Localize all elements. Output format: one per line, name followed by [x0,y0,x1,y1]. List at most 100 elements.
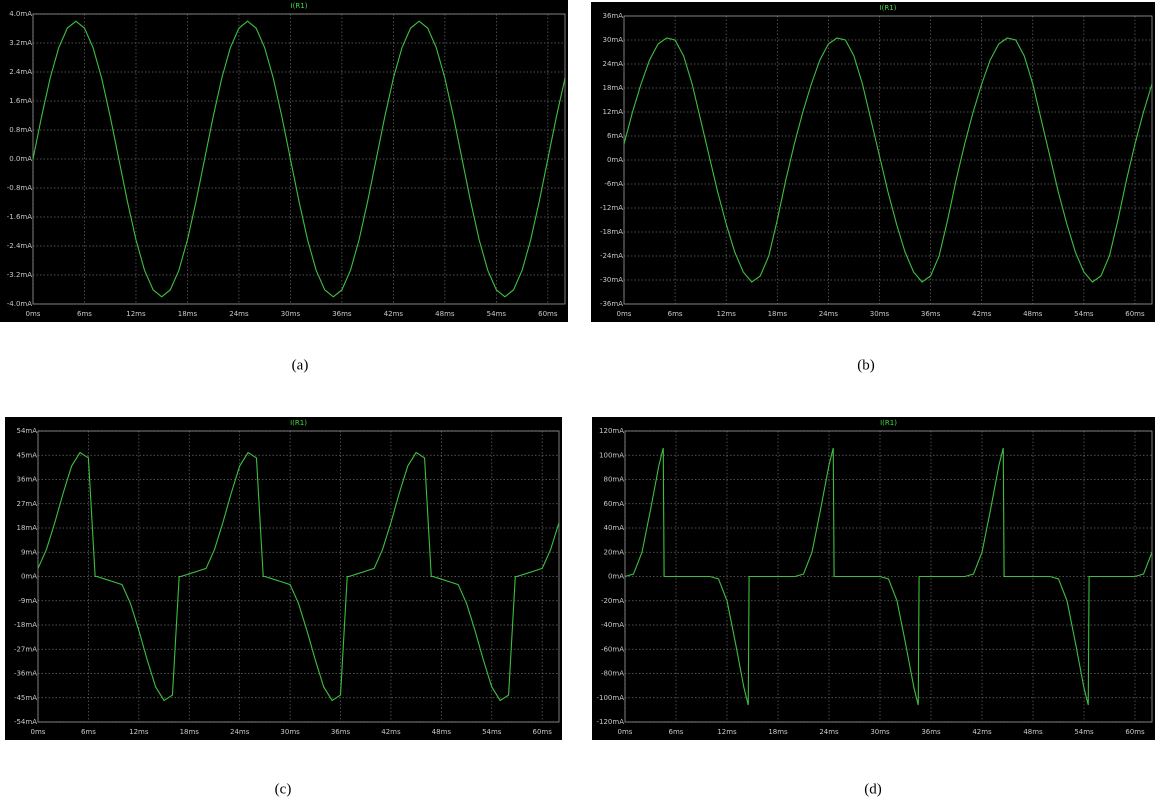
x-tick-label: 48ms [1023,728,1043,736]
y-tick-label: 0mA [607,156,623,164]
x-tick-label: 48ms [432,728,452,736]
waveform [623,37,1153,283]
y-tick-label: 1.6mA [9,97,32,105]
y-tick-label: -20mA [601,597,624,605]
x-tick-label: 0ms [26,310,41,318]
plot-frame [37,430,560,723]
y-tick-label: 3.2mA [9,39,32,47]
chart-panel: I(R1) 54mA 45mA 36mA 27mA 18mA 9mA 0mA -9mA -18mA… [5,417,562,740]
y-tick-label: -36mA [600,300,623,308]
chart-title: I(R1) [880,419,897,427]
y-tick-label: 27mA [16,500,37,508]
x-tick-label: 54ms [482,728,502,736]
y-tick-label: -45mA [14,694,37,702]
chart-panel: I(R1) 4.0mA 3.2mA 2.4mA 1.6mA 0.8mA 0.0mA -0.8m… [0,0,568,322]
chart-title: I(R1) [880,4,897,12]
x-tick-label: 18ms [180,728,200,736]
y-tick-label: 120mA [599,427,624,435]
y-tick-label: -40mA [601,621,624,629]
y-tick-label: 0mA [21,573,37,581]
x-tick-label: 36ms [921,728,941,736]
y-tick-label: 2.4mA [9,68,32,76]
waveform [37,451,560,702]
x-tick-label: 18ms [768,728,788,736]
y-tick-label: 30mA [602,36,623,44]
y-tick-label: -36mA [14,670,37,678]
x-tick-label: 42ms [972,310,992,318]
y-tick-label: -30mA [600,276,623,284]
x-tick-label: 60ms [538,310,558,318]
y-tick-label: -120mA [597,718,625,726]
x-tick-label: 6ms [77,310,92,318]
y-tick-label: -1.6mA [7,213,32,221]
y-tick-label: 0.0mA [9,155,32,163]
x-tick-label: 0ms [31,728,46,736]
y-tick-label: 0.8mA [9,126,32,134]
y-tick-label: 4.0mA [9,10,32,18]
waveform [624,447,1153,706]
panel-background [591,2,1155,322]
y-tick-label: -4.0mA [7,300,32,308]
x-tick-label: 60ms [533,728,553,736]
y-tick-label: 20mA [603,548,624,556]
panel-background [592,417,1155,740]
y-tick-label: -18mA [14,621,37,629]
x-tick-label: 6ms [81,728,96,736]
y-tick-label: 9mA [21,548,37,556]
y-tick-label: 18mA [602,84,623,92]
x-tick-label: 18ms [178,310,198,318]
y-tick-label: 0mA [608,573,624,581]
x-tick-label: 48ms [435,310,455,318]
x-tick-label: 54ms [487,310,507,318]
x-tick-label: 12ms [717,728,737,736]
x-tick-label: 30ms [280,728,300,736]
y-tick-label: 36mA [16,476,37,484]
chart-panel: I(R1) 120mA 100mA 80mA 60mA 40mA 20mA 0mA -20mA -… [592,417,1155,740]
x-tick-label: 12ms [717,310,737,318]
y-tick-label: 80mA [603,476,624,484]
y-tick-label: 18mA [16,524,37,532]
y-tick-label: -18mA [600,228,623,236]
x-tick-label: 42ms [972,728,992,736]
x-tick-label: 60ms [1125,728,1145,736]
x-tick-label: 30ms [281,310,301,318]
y-tick-label: -24mA [600,252,623,260]
x-tick-label: 36ms [921,310,941,318]
chart-title: I(R1) [291,2,308,10]
y-tick-label: 45mA [16,451,37,459]
x-tick-label: 42ms [384,310,404,318]
chart-panel: I(R1) 36mA 30mA 24mA 18mA 12mA 6mA 0mA -6mA -12mA… [591,2,1155,322]
y-tick-label: -80mA [601,670,624,678]
x-tick-label: 12ms [126,310,146,318]
x-tick-label: 36ms [332,310,352,318]
x-tick-label: 48ms [1023,310,1043,318]
x-tick-label: 12ms [129,728,149,736]
waveform [32,20,566,298]
y-tick-label: -2.4mA [7,242,32,250]
caption: (d) [864,781,882,797]
x-tick-label: 6ms [668,310,683,318]
x-tick-label: 36ms [331,728,351,736]
y-tick-label: -9mA [18,597,37,605]
caption: (b) [857,357,875,373]
y-tick-label: 6mA [607,132,623,140]
x-tick-label: 0ms [618,728,633,736]
x-tick-label: 6ms [669,728,684,736]
y-tick-label: -54mA [14,718,37,726]
caption: (a) [292,357,309,373]
y-tick-label: -100mA [597,694,625,702]
chart-title: I(R1) [290,419,307,427]
x-tick-label: 54ms [1074,310,1094,318]
y-tick-label: -0.8mA [7,184,32,192]
panel-background [0,0,568,322]
y-tick-label: 100mA [599,451,624,459]
plot-frame [623,15,1153,305]
x-tick-label: 30ms [870,728,890,736]
x-tick-label: 24ms [229,310,249,318]
x-tick-label: 0ms [617,310,632,318]
y-tick-label: 40mA [603,524,624,532]
y-tick-label: 12mA [602,108,623,116]
x-tick-label: 60ms [1125,310,1145,318]
x-tick-label: 42ms [381,728,401,736]
